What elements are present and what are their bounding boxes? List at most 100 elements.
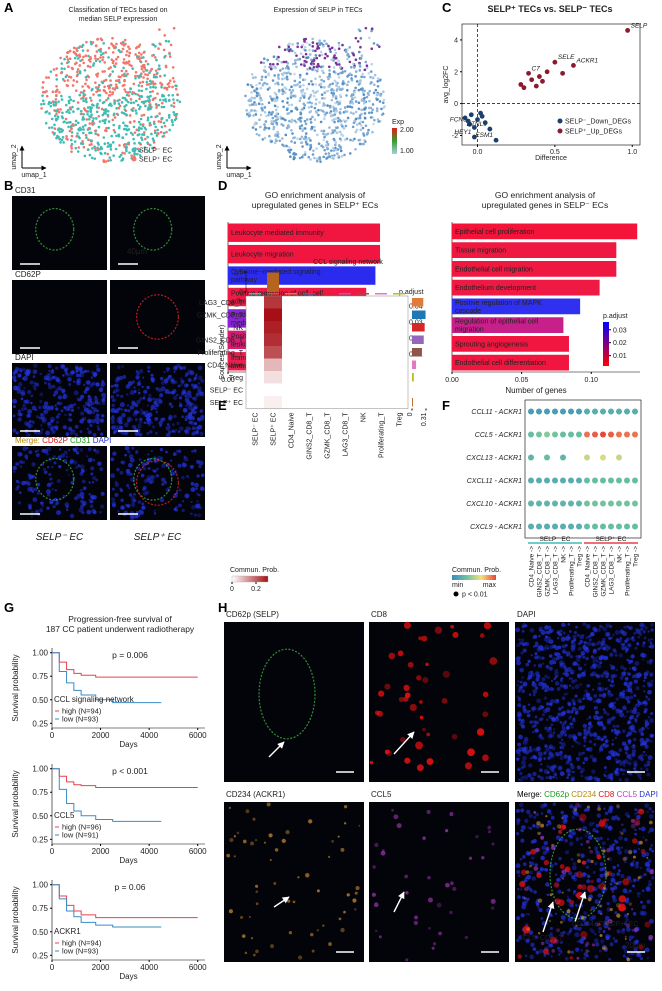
cell bbox=[529, 720, 533, 724]
cell bbox=[150, 373, 154, 377]
cell bbox=[200, 414, 205, 419]
cell bbox=[566, 725, 571, 730]
umap-dot bbox=[367, 72, 371, 75]
cell bbox=[85, 380, 90, 385]
umap-dot bbox=[305, 41, 308, 44]
micrograph-content bbox=[371, 808, 496, 962]
cell bbox=[588, 775, 593, 781]
cell bbox=[640, 740, 643, 744]
cell bbox=[531, 856, 535, 860]
title: Expression of SELP in TECs bbox=[274, 7, 363, 14]
umap-dot bbox=[81, 140, 84, 143]
cell bbox=[632, 878, 637, 883]
cell bbox=[191, 431, 197, 436]
cell bbox=[64, 367, 69, 372]
cell bbox=[610, 680, 614, 684]
umap-dot bbox=[334, 95, 338, 98]
umap-dot bbox=[106, 141, 110, 145]
cell bbox=[594, 846, 599, 851]
umap-dot bbox=[55, 84, 58, 88]
umap-dot bbox=[98, 99, 102, 102]
cell bbox=[556, 631, 560, 635]
cell bbox=[354, 908, 357, 911]
cell bbox=[624, 743, 628, 748]
image-label-part: CD62P bbox=[42, 436, 68, 445]
column-label: Proliferating_T bbox=[379, 412, 386, 458]
cell bbox=[629, 957, 633, 960]
cell bbox=[606, 645, 611, 650]
cell bbox=[200, 378, 205, 383]
umap-dot bbox=[63, 79, 66, 83]
umap-dot bbox=[351, 125, 355, 129]
cell bbox=[638, 892, 641, 895]
umap-dot bbox=[376, 79, 380, 83]
umap-dot bbox=[54, 100, 58, 104]
cell bbox=[139, 408, 143, 412]
chart-title: GO enrichment analysis of bbox=[495, 190, 596, 200]
cell bbox=[60, 409, 64, 413]
cell bbox=[47, 423, 53, 429]
cell bbox=[431, 946, 435, 950]
cell bbox=[640, 900, 643, 904]
cell bbox=[87, 397, 93, 403]
cell bbox=[591, 642, 596, 647]
cell bbox=[135, 370, 139, 373]
cell bbox=[155, 411, 158, 414]
cell bbox=[92, 458, 96, 462]
cell bbox=[403, 684, 410, 692]
cell bbox=[167, 375, 172, 379]
umap-dot bbox=[58, 90, 61, 94]
cell bbox=[55, 502, 59, 506]
cell bbox=[48, 384, 53, 390]
umap-dot bbox=[286, 101, 289, 104]
cell bbox=[520, 808, 525, 813]
arrow bbox=[273, 896, 290, 908]
umap-dot bbox=[86, 148, 90, 151]
cell bbox=[608, 774, 613, 780]
cell bbox=[542, 948, 549, 955]
umap-dot bbox=[56, 117, 59, 121]
cell bbox=[51, 481, 54, 485]
umap-dot bbox=[376, 118, 380, 121]
cell bbox=[645, 695, 649, 699]
umap-dot bbox=[367, 93, 371, 97]
cell bbox=[614, 654, 618, 657]
cell bbox=[581, 653, 584, 656]
dot bbox=[600, 477, 606, 484]
umap-dot bbox=[362, 134, 366, 137]
cell bbox=[542, 713, 545, 717]
umap-dot bbox=[172, 101, 176, 105]
heat-cell bbox=[372, 371, 390, 384]
umap-dot bbox=[89, 131, 93, 134]
umap-dot bbox=[113, 100, 116, 104]
cell bbox=[33, 487, 38, 492]
heat-cell bbox=[336, 308, 354, 321]
umap-dot bbox=[146, 99, 150, 102]
umap-dot bbox=[335, 126, 338, 130]
cell bbox=[586, 747, 590, 751]
umap-dot bbox=[337, 41, 341, 45]
umap-dot bbox=[148, 123, 152, 127]
cell bbox=[598, 661, 602, 665]
cell bbox=[561, 746, 565, 750]
cell bbox=[84, 369, 88, 373]
umap-dot bbox=[84, 133, 88, 137]
cell bbox=[614, 630, 620, 635]
cell bbox=[73, 403, 77, 406]
heat-cell bbox=[318, 346, 336, 359]
cell bbox=[427, 875, 431, 880]
cell bbox=[153, 509, 156, 512]
cell bbox=[559, 683, 564, 688]
cell bbox=[578, 705, 584, 711]
cell bbox=[142, 491, 148, 496]
vessel bbox=[549, 828, 607, 920]
umap-dot bbox=[263, 126, 267, 129]
cell bbox=[617, 759, 622, 764]
umap-dot bbox=[309, 62, 313, 65]
cell bbox=[570, 710, 574, 714]
cell bbox=[520, 828, 524, 833]
umap-dot bbox=[254, 76, 257, 79]
cell bbox=[369, 760, 374, 765]
cell bbox=[610, 665, 616, 670]
umap-dot bbox=[353, 119, 357, 122]
